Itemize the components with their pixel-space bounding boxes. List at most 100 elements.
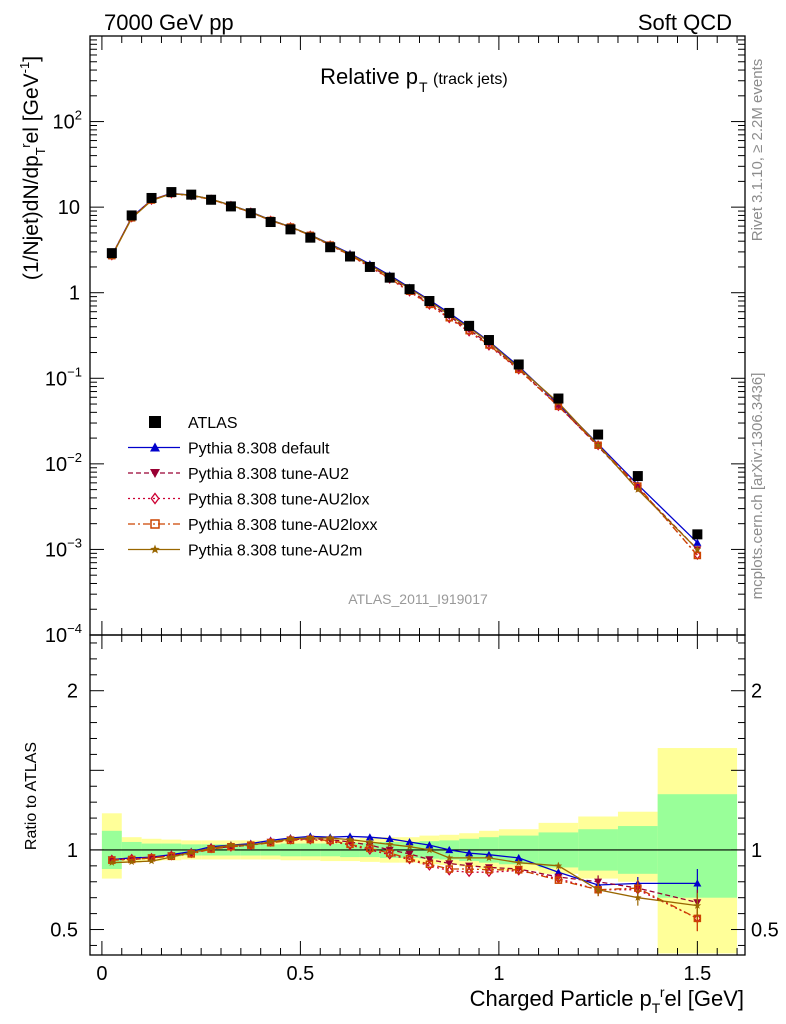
- legend-label-au2loxx: Pythia 8.308 tune-AU2loxx: [188, 517, 377, 534]
- main-line-default: [111, 192, 698, 544]
- main-point-atlas: [186, 189, 197, 200]
- main-point-atlas: [632, 471, 643, 482]
- ratio-point-au2m: [554, 861, 563, 870]
- ylabel-part-3: r: [18, 143, 33, 148]
- main-point-au2m: [693, 545, 702, 553]
- x-tick-label: 1: [493, 963, 504, 985]
- ratio-point-au2lox: [346, 840, 354, 851]
- main-y-tick-label: 1: [69, 283, 80, 305]
- legend-marker-default: [150, 442, 160, 452]
- ratio-point-default: [445, 845, 454, 854]
- main-title-subscript: T: [419, 79, 428, 95]
- main-point-atlas: [166, 187, 177, 198]
- main-point-atlas: [225, 201, 236, 212]
- ratio-y-tick-label-right: 1: [751, 840, 762, 862]
- main-point-atlas: [265, 217, 276, 228]
- main-point-atlas: [593, 429, 604, 440]
- ratio-point-au2: [405, 850, 414, 858]
- ylabel-part-4: el [GeV: [20, 73, 43, 143]
- main-title-note: (track jets): [433, 71, 508, 88]
- ylabel-part-1: (1/Njet)dN/dp: [20, 155, 43, 280]
- legend-label-au2m: Pythia 8.308 tune-AU2m: [188, 543, 362, 560]
- ratio-point-au2: [594, 878, 603, 886]
- main-point-atlas: [245, 208, 256, 219]
- main-point-atlas: [106, 248, 117, 259]
- main-y-tick-label: 10−3: [45, 535, 82, 561]
- ratio-plot-area: 0 0.5 1 1.5 0.5 0.5 1 1 2 2: [50, 634, 779, 985]
- main-point-atlas: [444, 307, 455, 318]
- source-note: mcplots.cern.ch [arXiv:1306.3436]: [749, 373, 766, 600]
- main-point-atlas: [424, 296, 435, 307]
- main-point-atlas: [146, 192, 157, 203]
- main-y-tick-label: 10: [58, 197, 80, 219]
- ratio-point-au2m: [425, 845, 434, 854]
- ratio-point-au2lox: [485, 867, 493, 878]
- ratio-point-au2: [445, 860, 454, 868]
- ratio-point-au2m: [405, 842, 414, 850]
- ratio-y-axis-label: Ratio to ATLAS: [23, 742, 40, 850]
- ratio-point-au2m: [187, 848, 195, 856]
- ratio-point-au2loxx: [405, 854, 414, 863]
- ratio-point-default: [385, 834, 394, 842]
- ratio-y-tick-label: 2: [67, 681, 78, 703]
- ylabel-part-2: T: [33, 147, 48, 155]
- ratio-frame: [89, 634, 746, 956]
- main-point-atlas: [364, 261, 375, 272]
- ratio-point-au2m: [326, 834, 334, 842]
- ratio-point-au2m: [127, 857, 136, 866]
- main-plot-area: 102 10 1 10−1 10−2 10−3 10−4: [45, 35, 746, 647]
- legend-entry-au2loxx: Pythia 8.308 tune-AU2loxx: [128, 517, 377, 534]
- legend-entry-au2lox: Pythia 8.308 tune-AU2lox: [128, 492, 369, 509]
- ylabel-part-6: ]: [20, 56, 43, 62]
- main-y-tick-label: 102: [53, 108, 82, 134]
- main-point-atlas: [384, 272, 395, 283]
- ratio-point-au2m: [366, 838, 374, 846]
- ratio-point-au2m: [286, 834, 295, 842]
- ratio-y-tick-label: 0.5: [50, 920, 78, 942]
- main-point-atlas: [483, 335, 494, 346]
- x-tick-label: 0.5: [286, 963, 314, 985]
- legend: ATLAS Pythia 8.308 default Pythia 8.308 tu…: [128, 415, 377, 560]
- ratio-point-default: [693, 879, 702, 887]
- legend-marker-atlas: [149, 416, 161, 428]
- x-tick-label: 1.5: [683, 963, 711, 985]
- main-point-au2lox: [594, 440, 602, 451]
- ratio-point-au2m: [147, 857, 156, 865]
- main-y-tick-label: 10−2: [45, 450, 82, 476]
- ratio-point-au2: [425, 856, 434, 864]
- ratio-line-au2lox: [111, 838, 698, 919]
- rivet-note: Rivet 3.1.10, ≥ 2.2M events: [749, 59, 766, 242]
- category-label: Soft QCD: [638, 10, 732, 35]
- main-point-atlas: [285, 224, 296, 235]
- ratio-point-au2loxx: [385, 849, 394, 857]
- ratio-y-tick-label: 1: [67, 840, 78, 862]
- main-point-au2m: [634, 485, 642, 493]
- ratio-point-au2loxx: [465, 865, 473, 873]
- svg-text:(1/Njet)dN/dpTrel [GeV-1]: (1/Njet)dN/dpTrel [GeV-1]: [17, 56, 48, 280]
- ratio-point-au2loxx: [346, 840, 354, 849]
- ratio-point-default: [465, 849, 474, 857]
- x-axis-label: Charged Particle pTrel [GeV]: [470, 984, 744, 1016]
- ratio-point-default: [405, 837, 414, 846]
- ratio-point-au2: [346, 838, 355, 846]
- main-point-atlas: [345, 251, 356, 262]
- ratio-point-au2m: [266, 838, 275, 846]
- ratio-point-au2lox: [246, 840, 255, 851]
- ratio-point-au2lox: [385, 849, 394, 860]
- ratio-point-au2m: [693, 901, 702, 909]
- ratio-point-au2loxx: [445, 865, 454, 873]
- ratio-point-au2lox: [366, 844, 374, 856]
- analysis-watermark: ATLAS_2011_I919017: [348, 591, 488, 607]
- ratio-point-au2m: [385, 840, 394, 848]
- ratio-point-au2loxx: [514, 866, 523, 874]
- main-y-tick-label: 10−4: [45, 621, 82, 647]
- legend-label-default: Pythia 8.308 default: [188, 441, 330, 458]
- ratio-point-au2lox: [465, 867, 473, 878]
- main-point-atlas: [325, 242, 336, 253]
- ratio-point-default: [425, 841, 434, 849]
- ratio-point-au2m: [514, 858, 523, 866]
- ratio-point-au2m: [346, 835, 354, 843]
- legend-label-au2: Pythia 8.308 tune-AU2: [188, 466, 349, 483]
- ratio-point-au2lox: [425, 860, 434, 871]
- legend-marker-au2: [150, 469, 160, 478]
